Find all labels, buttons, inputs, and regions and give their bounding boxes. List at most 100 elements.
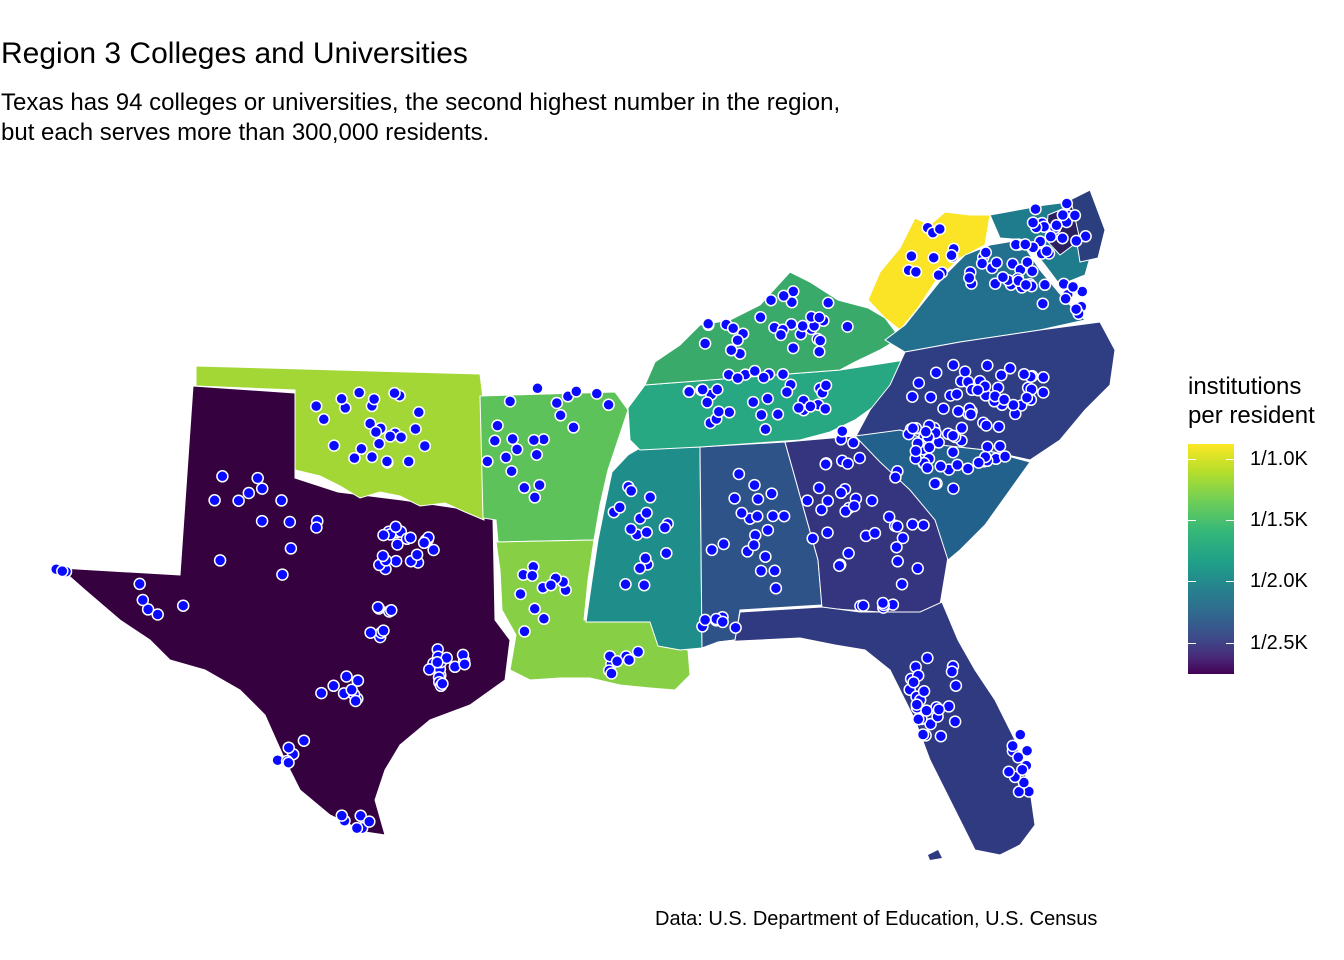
institution-point: [1056, 208, 1070, 222]
institution-point: [896, 531, 910, 545]
institution-point: [1040, 244, 1053, 258]
institution-point: [996, 270, 1010, 284]
institution-point: [768, 564, 781, 578]
institution-point: [819, 379, 833, 392]
institution-point: [619, 578, 632, 591]
institution-point: [610, 655, 624, 668]
institution-point: [906, 390, 919, 403]
legend-title-line-2: per resident: [1188, 402, 1315, 429]
institution-point: [327, 679, 340, 693]
institution-point: [481, 455, 494, 468]
institution-point: [963, 271, 976, 285]
institution-point: [946, 445, 960, 459]
institution-point: [948, 715, 962, 728]
institution-point: [933, 222, 947, 236]
institution-point: [380, 455, 394, 468]
institution-point: [372, 437, 386, 450]
state-florida: [717, 601, 1036, 856]
institution-point: [698, 613, 712, 627]
institution-point: [284, 542, 298, 555]
institution-point: [335, 809, 349, 822]
institution-point: [910, 698, 924, 711]
institution-point: [1007, 398, 1020, 412]
institution-point: [1012, 751, 1025, 764]
institution-point: [726, 322, 740, 335]
institution-point: [317, 413, 331, 426]
institution-point: [821, 296, 835, 310]
institution-point: [315, 686, 328, 700]
institution-point: [961, 462, 975, 475]
institution-point: [920, 704, 933, 717]
institution-points: [49, 197, 1092, 835]
institution-point: [882, 510, 896, 524]
institution-point: [297, 734, 311, 747]
institution-point: [924, 390, 938, 404]
institution-point: [354, 809, 367, 823]
institution-point: [924, 717, 937, 731]
institution-point: [637, 578, 651, 592]
institution-point: [952, 405, 965, 418]
institution-point: [505, 464, 518, 478]
institution-point: [723, 406, 736, 419]
institution-point: [769, 582, 783, 595]
institution-point: [514, 587, 527, 601]
institution-point: [946, 429, 960, 442]
institution-point: [701, 317, 715, 331]
institution-point: [761, 523, 775, 537]
institution-point: [746, 395, 760, 409]
institution-point: [841, 457, 854, 470]
institution-point: [427, 543, 440, 557]
institution-point: [389, 554, 403, 568]
institution-point: [917, 685, 931, 698]
institution-point: [813, 345, 826, 358]
institution-point: [921, 461, 934, 475]
institution-point: [1019, 278, 1033, 292]
institution-point: [716, 615, 729, 629]
institution-point: [975, 257, 989, 270]
institution-point: [754, 564, 768, 578]
institution-point: [993, 439, 1007, 453]
institution-point: [510, 443, 524, 456]
institution-point: [643, 491, 657, 504]
institution-point: [971, 383, 985, 397]
institution-point: [950, 387, 964, 401]
map-subtitle: Texas has 94 colleges or universities, t…: [1, 88, 840, 148]
institution-point: [335, 392, 348, 406]
institution-point: [309, 399, 323, 413]
institution-point: [404, 531, 417, 544]
institution-point: [1026, 216, 1040, 229]
institution-point: [376, 549, 390, 563]
institution-point: [276, 568, 289, 581]
institution-point: [458, 657, 471, 671]
institution-point: [394, 430, 408, 444]
institution-point: [836, 424, 849, 438]
institution-point: [436, 677, 449, 690]
institution-point: [732, 467, 746, 481]
institution-point: [371, 600, 385, 614]
institution-point: [389, 520, 402, 534]
institution-point: [728, 492, 741, 505]
institution-point: [932, 703, 946, 716]
legend-label: 1/2.5K: [1250, 632, 1308, 654]
institution-point: [351, 674, 365, 687]
institution-point: [531, 382, 544, 395]
institution-point: [1038, 278, 1052, 292]
institution-point: [640, 526, 653, 539]
institution-point: [488, 434, 502, 448]
institution-point: [1056, 231, 1069, 245]
institution-point: [951, 458, 964, 472]
institution-point: [958, 365, 972, 378]
institution-point: [377, 624, 390, 637]
subtitle-line-2: but each serves more than 300,000 reside…: [1, 119, 490, 146]
institution-point: [1017, 776, 1031, 789]
institution-point: [981, 440, 994, 453]
institution-point: [622, 653, 636, 667]
institution-point: [937, 402, 950, 415]
institution-point: [1003, 362, 1017, 375]
institution-point: [905, 249, 918, 263]
institution-point: [842, 547, 855, 560]
institution-point: [1044, 230, 1057, 243]
map-title: Region 3 Colleges and Universities: [1, 37, 468, 70]
institution-point: [1029, 202, 1042, 216]
